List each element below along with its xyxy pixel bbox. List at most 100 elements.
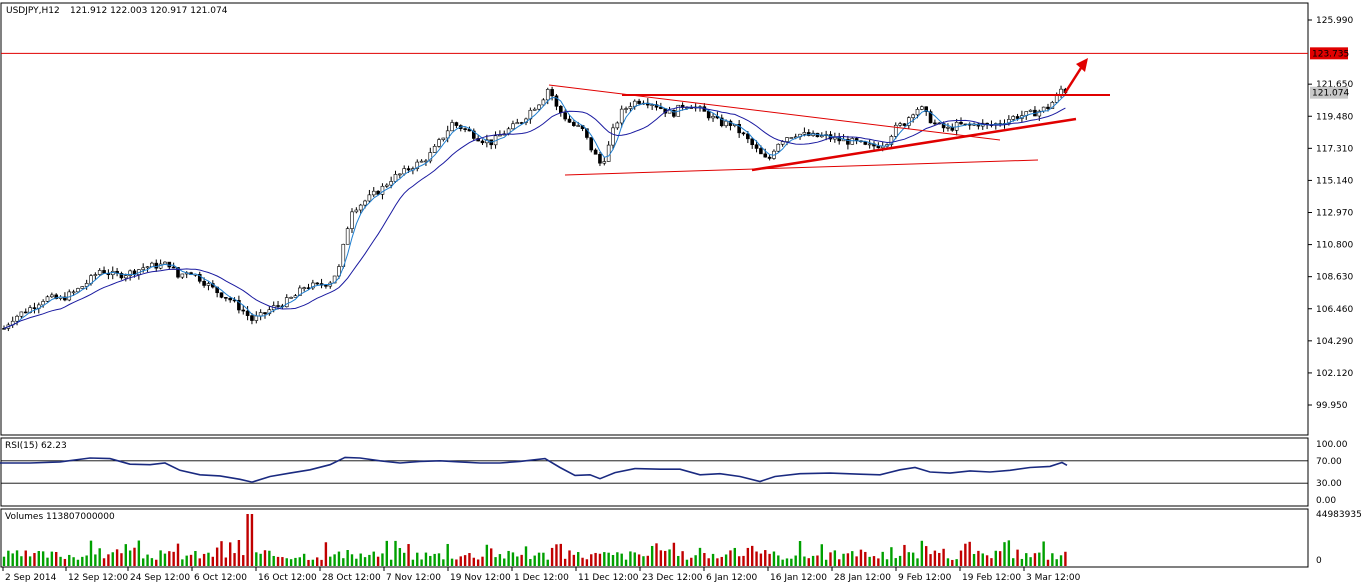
candle-body [776, 143, 781, 152]
candle-body [593, 149, 598, 155]
volume-bar [220, 541, 223, 566]
volume-bar [72, 557, 75, 566]
volume-bar [764, 550, 767, 566]
volume-bar [955, 559, 958, 566]
volume-bar [1051, 553, 1054, 566]
candle-body [250, 315, 254, 321]
candle-body [789, 137, 794, 139]
volume-bar [833, 550, 837, 566]
volume-bar [128, 550, 132, 566]
candle-body [737, 123, 741, 134]
candle-body [563, 112, 567, 120]
volume-bar [507, 550, 510, 566]
volume-bar [215, 547, 219, 566]
volume-bar [672, 542, 676, 566]
candle-body [959, 121, 963, 125]
candle-body [893, 124, 898, 137]
time-tick-label: 12 Sep 12:00 [68, 573, 128, 583]
candle-body [150, 262, 154, 268]
price-tick-label: 125.990 [1316, 16, 1353, 26]
candle-body [284, 297, 289, 308]
volume-bar [246, 514, 249, 566]
time-tick-label: 9 Feb 12:00 [898, 573, 952, 583]
candle-body [471, 130, 476, 139]
volume-bar [781, 559, 784, 566]
volume-bar [76, 559, 80, 566]
volume-bar [816, 555, 819, 566]
price-tick-label: 106.460 [1316, 305, 1353, 315]
volume-bar [376, 556, 380, 566]
candle-body [624, 108, 628, 110]
rsi-line [0, 456, 1068, 483]
candle-body [711, 115, 715, 119]
volume-bar [420, 559, 423, 566]
candle-body [289, 297, 293, 299]
time-tick-label: 16 Oct 12:00 [258, 573, 317, 583]
volume-bar [855, 556, 858, 566]
candle-body [76, 288, 80, 293]
volume-bar [250, 514, 254, 566]
volume-bar [620, 553, 623, 566]
volume-bar [877, 558, 880, 566]
candle-body [780, 141, 785, 145]
volume-bar [990, 558, 993, 566]
volume-bar [359, 553, 362, 566]
candle-body [767, 156, 772, 159]
volume-bar [746, 547, 750, 566]
candle-body [537, 104, 541, 110]
volume-bar [624, 559, 628, 566]
candle-body [71, 291, 76, 294]
volume-bar [111, 552, 114, 566]
trendline-rising [751, 117, 1077, 172]
time-tick-label: 1 Dec 12:00 [514, 573, 569, 583]
volume-bar [933, 550, 937, 566]
volume-bar [224, 557, 228, 566]
time-tick-label: 6 Jan 12:00 [706, 573, 758, 583]
volume-bar [28, 556, 32, 566]
candle-body [419, 160, 424, 163]
volume-bar [677, 555, 680, 566]
volume-bar [985, 555, 989, 566]
volume-bar [972, 553, 976, 566]
volume-bar [37, 551, 40, 566]
volume-bar [207, 552, 210, 566]
trendline-drawings [548, 58, 1110, 176]
volume-bar [1025, 553, 1028, 566]
rsi-tick-label: 0.00 [1316, 496, 1336, 506]
volume-bar [2, 556, 6, 566]
candle-body [889, 136, 894, 145]
volume-bar [168, 551, 171, 566]
volume-bar [720, 556, 723, 566]
volume-bar [698, 547, 702, 566]
candle-body [846, 138, 850, 145]
candle-body [219, 292, 224, 298]
volume-bar [463, 555, 467, 566]
volume-bar [803, 556, 806, 566]
volume-bar [15, 550, 19, 566]
volume-bar [1016, 549, 1019, 566]
candle-body [128, 270, 132, 276]
time-tick-label: 23 Dec 12:00 [642, 573, 703, 583]
candle-body [1046, 106, 1050, 109]
candle-body [254, 315, 259, 321]
volume-bar [807, 558, 810, 566]
candle-body [480, 140, 485, 144]
volume-bar [611, 555, 615, 566]
volume-bar [694, 555, 697, 566]
volume-bar [655, 543, 658, 566]
volume-bar [68, 554, 71, 566]
volume-bar [46, 557, 49, 566]
price-tick-label: 112.970 [1316, 209, 1353, 219]
time-tick-label: 11 Dec 12:00 [578, 573, 639, 583]
volume-bar [642, 556, 645, 566]
volume-bar [229, 542, 232, 566]
candle-body [837, 137, 842, 142]
volume-bar [724, 554, 728, 566]
volume-bar [281, 557, 284, 566]
volume-bar [529, 558, 532, 566]
volume-bar [485, 544, 489, 566]
volume-bar [259, 553, 262, 566]
volume-bar [311, 559, 315, 566]
volume-bar [759, 553, 763, 566]
